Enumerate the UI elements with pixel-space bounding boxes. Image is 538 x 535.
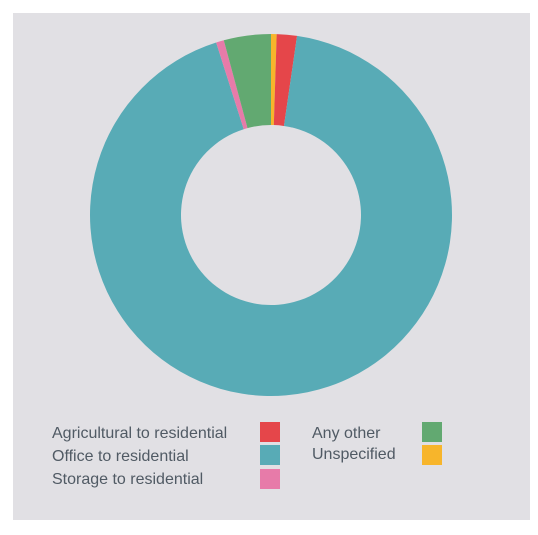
legend-item-storage: Storage to residential [52, 471, 203, 489]
legend-item-unspecified: Unspecified [312, 446, 396, 464]
legend-swatch-any-other [422, 422, 442, 442]
slice-storage-to-residential [216, 40, 248, 130]
legend-label-any-other: Any other [312, 425, 381, 442]
legend-label-office: Office to residential [52, 448, 189, 465]
legend-swatch-unspecified [422, 445, 442, 465]
donut-chart [90, 34, 453, 397]
legend-swatch-storage [260, 469, 280, 489]
slice-office-to-residential [90, 35, 453, 397]
legend-item-office: Office to residential [52, 448, 189, 466]
legend-swatch-office [260, 445, 280, 465]
legend-label-agricultural: Agricultural to residential [52, 425, 228, 442]
slice-any-other [223, 34, 271, 129]
legend-swatch-agricultural [260, 422, 280, 442]
legend-item-any-other: Any other [312, 425, 380, 443]
slice-unspecified [271, 34, 277, 126]
legend-label-unspecified: Unspecified [312, 446, 396, 463]
legend-item-agricultural: Agricultural to residential [52, 425, 227, 443]
legend-label-storage: Storage to residential [52, 471, 204, 488]
slice-agricultural-to-residential [273, 34, 298, 126]
chart-panel: Agricultural to residential Office to re… [13, 13, 530, 520]
